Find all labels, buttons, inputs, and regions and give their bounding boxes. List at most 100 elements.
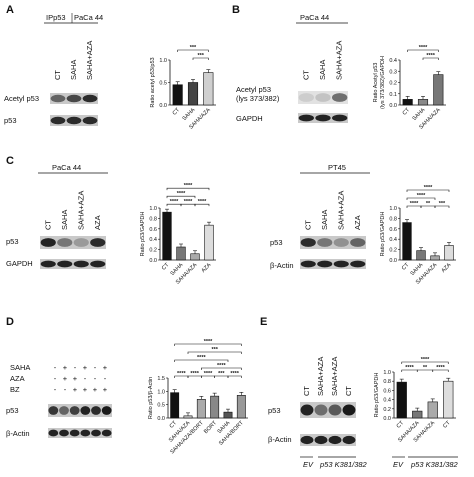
panel-d-treatment-0: SAHA <box>10 363 30 372</box>
panel-c-p53-band-2 <box>73 238 89 247</box>
panel-a-header-ip: IPp53 <box>46 13 66 22</box>
panel-e-lane-label-0: CT <box>302 386 311 396</box>
panel-a-chart-ylabel: Ratio acetyl p53/p53 <box>150 57 156 107</box>
panel-d-sign-1-1: + <box>63 374 68 383</box>
panel-b-header-cell: PaCa 44 <box>300 13 329 22</box>
panel-c-p53-membrane <box>40 236 106 249</box>
panel-d-sign-2-2: + <box>73 385 78 394</box>
panel-c-chart-sig-bracket-4 <box>166 187 210 191</box>
panel-d-chart-ytick-label: 0.0 <box>157 416 165 422</box>
panel-e-label: E <box>260 316 267 328</box>
panel-a-p53-band-2 <box>82 116 98 125</box>
panel-d-chart-sig-label-4: **** <box>230 371 239 377</box>
panel-d-sign-2-5: + <box>103 385 108 394</box>
panel-b-acetyl-band-0 <box>298 93 315 102</box>
panel-b-acetyl-band-2 <box>332 93 348 102</box>
panel-e-chart-ytick-label: 0.6 <box>383 388 391 394</box>
panel-c2-p53-band-0 <box>300 238 316 247</box>
panel-b-chart-sig-label-0: **** <box>426 53 435 59</box>
panel-c-p53-blot <box>40 236 106 249</box>
panel-b-chart-ytick-label: 0.1 <box>389 92 397 98</box>
panel-c-chart-bar-3 <box>204 224 214 261</box>
panel-b-row-label-0-0: Acetyl p53 <box>236 85 271 94</box>
panel-c-chart-ytick-label: 0.8 <box>149 216 157 222</box>
panel-c-gapdh-band-0 <box>40 260 56 268</box>
panel-e-group-label-1: p53 K381/382 <box>319 460 368 469</box>
panel-c2-chart-sig-label-4: **** <box>424 185 433 191</box>
panel-e-row-label-1: β-Actin <box>268 435 292 444</box>
panel-e-actin-membrane <box>300 434 356 446</box>
panel-c2-p53-band-2 <box>333 238 349 247</box>
panel-a-chart-sig-bracket-1 <box>177 49 209 52</box>
panel-c2-actin-band-2 <box>333 260 349 268</box>
panel-e-chart-bar-1 <box>412 410 423 419</box>
panel-d-p53-band-3 <box>80 406 91 415</box>
panel-d-actin-band-0 <box>48 429 59 437</box>
panel-e-actin-band-2 <box>328 435 342 445</box>
panel-d-treatment-2: BZ <box>10 385 20 394</box>
panel-c2-chart-sig-bracket-1 <box>406 205 422 208</box>
panel-a-acetyl-band-2 <box>82 94 98 103</box>
panel-c-p53-band-3 <box>90 238 106 247</box>
panel-a-chart-bar-1 <box>187 82 199 106</box>
panel-b-row-label-0-1: (lys 373/382) <box>236 94 280 103</box>
panel-d-chart-sig-label-3: *** <box>218 371 225 377</box>
panel-c-gapdh-blot <box>40 259 106 269</box>
panel-d-p53-band-1 <box>59 406 69 415</box>
panel-e-chart-ytick-label: 0.2 <box>383 407 391 413</box>
panel-c-chart-ytick-label: 0.6 <box>149 227 157 233</box>
panel-d-sign-2-4: + <box>93 385 98 394</box>
panel-e-actin-band-1 <box>314 435 328 445</box>
panel-b-chart-ytick-label: 0.4 <box>389 58 397 64</box>
panel-e-chart-bar-3 <box>443 380 454 419</box>
panel-c-gapdh-membrane <box>40 259 106 269</box>
panel-a-acetyl-band-0 <box>50 94 66 103</box>
panel-d-chart-ytick-label: 0.5 <box>157 403 165 409</box>
panel-e-p53-band-2 <box>328 404 342 416</box>
panel-c2-p53-band-3 <box>350 238 366 247</box>
panel-b-acetyl-band-1 <box>315 93 331 102</box>
panel-d-chart-ytick-label: 1.0 <box>157 389 165 395</box>
panel-a-lane-label-0: CT <box>53 70 62 80</box>
panel-c-lane-label-2: SAHA+AZA <box>76 191 85 230</box>
panel-c-chart-sig-label-1: **** <box>170 199 179 205</box>
panel-c2-p53-blot <box>300 236 366 249</box>
panel-c2-header-cell: PT45 <box>328 163 346 172</box>
panel-b-chart-bar-1 <box>417 99 429 106</box>
panel-c2-chart-sig-bracket-2 <box>434 205 450 208</box>
panel-d-treatment-1: AZA <box>10 374 25 383</box>
panel-c-chart-sig-label-2: **** <box>198 199 207 205</box>
panel-c2-chart-xtick-label: AZA <box>441 262 453 274</box>
panel-d-sign-2-0: - <box>54 385 57 394</box>
panel-c2-lane-label-0: CT <box>303 220 312 230</box>
panel-a-lane-label-1: SAHA <box>69 60 78 80</box>
panel-c2-chart-bar-0 <box>402 222 412 261</box>
panel-e-chart-xtick-label: CT <box>442 420 452 430</box>
panel-b-chart-sig-label-1: **** <box>419 45 428 51</box>
panel-c2-chart-sig-bracket-4 <box>406 189 450 192</box>
panel-e-p53-band-0 <box>300 404 314 416</box>
panel-e-actin-band-3 <box>342 435 356 445</box>
panel-b-chart-bar-2 <box>433 74 444 106</box>
panel-c2-chart-sig-label-0: ** <box>426 201 431 207</box>
panel-a-chart-sig-label-1: *** <box>190 45 197 51</box>
panel-e-lane-label-2: SAHA+AZA <box>330 357 339 396</box>
panel-b-row-label-1: GAPDH <box>236 114 263 123</box>
panel-d-chart-bar-0 <box>170 392 180 419</box>
panel-b-chart: 0.0 0.1 0.2 0.3 0.4 Ratio Acetyl p53 (lys 373/… <box>373 45 446 131</box>
panel-c2-lane-label-2: SAHA+AZA <box>336 191 345 230</box>
panel-c-p53-band-1 <box>57 238 73 247</box>
panel-c-chart-sig-label-3: **** <box>177 191 186 197</box>
panel-c2-p53-band-1 <box>317 238 333 247</box>
panel-c2-lane-label-1: SAHA <box>320 210 329 230</box>
panel-d-chart-bar-5 <box>236 395 246 419</box>
panel-b-chart-bar-0 <box>402 99 413 106</box>
panel-a-header-cell: PaCa 44 <box>74 13 103 22</box>
panel-c-chart-ytick-label: 0.2 <box>149 248 157 254</box>
panel-d-chart-bar-1 <box>183 415 193 419</box>
panel-c-lane-label-3: AZA <box>93 215 102 230</box>
